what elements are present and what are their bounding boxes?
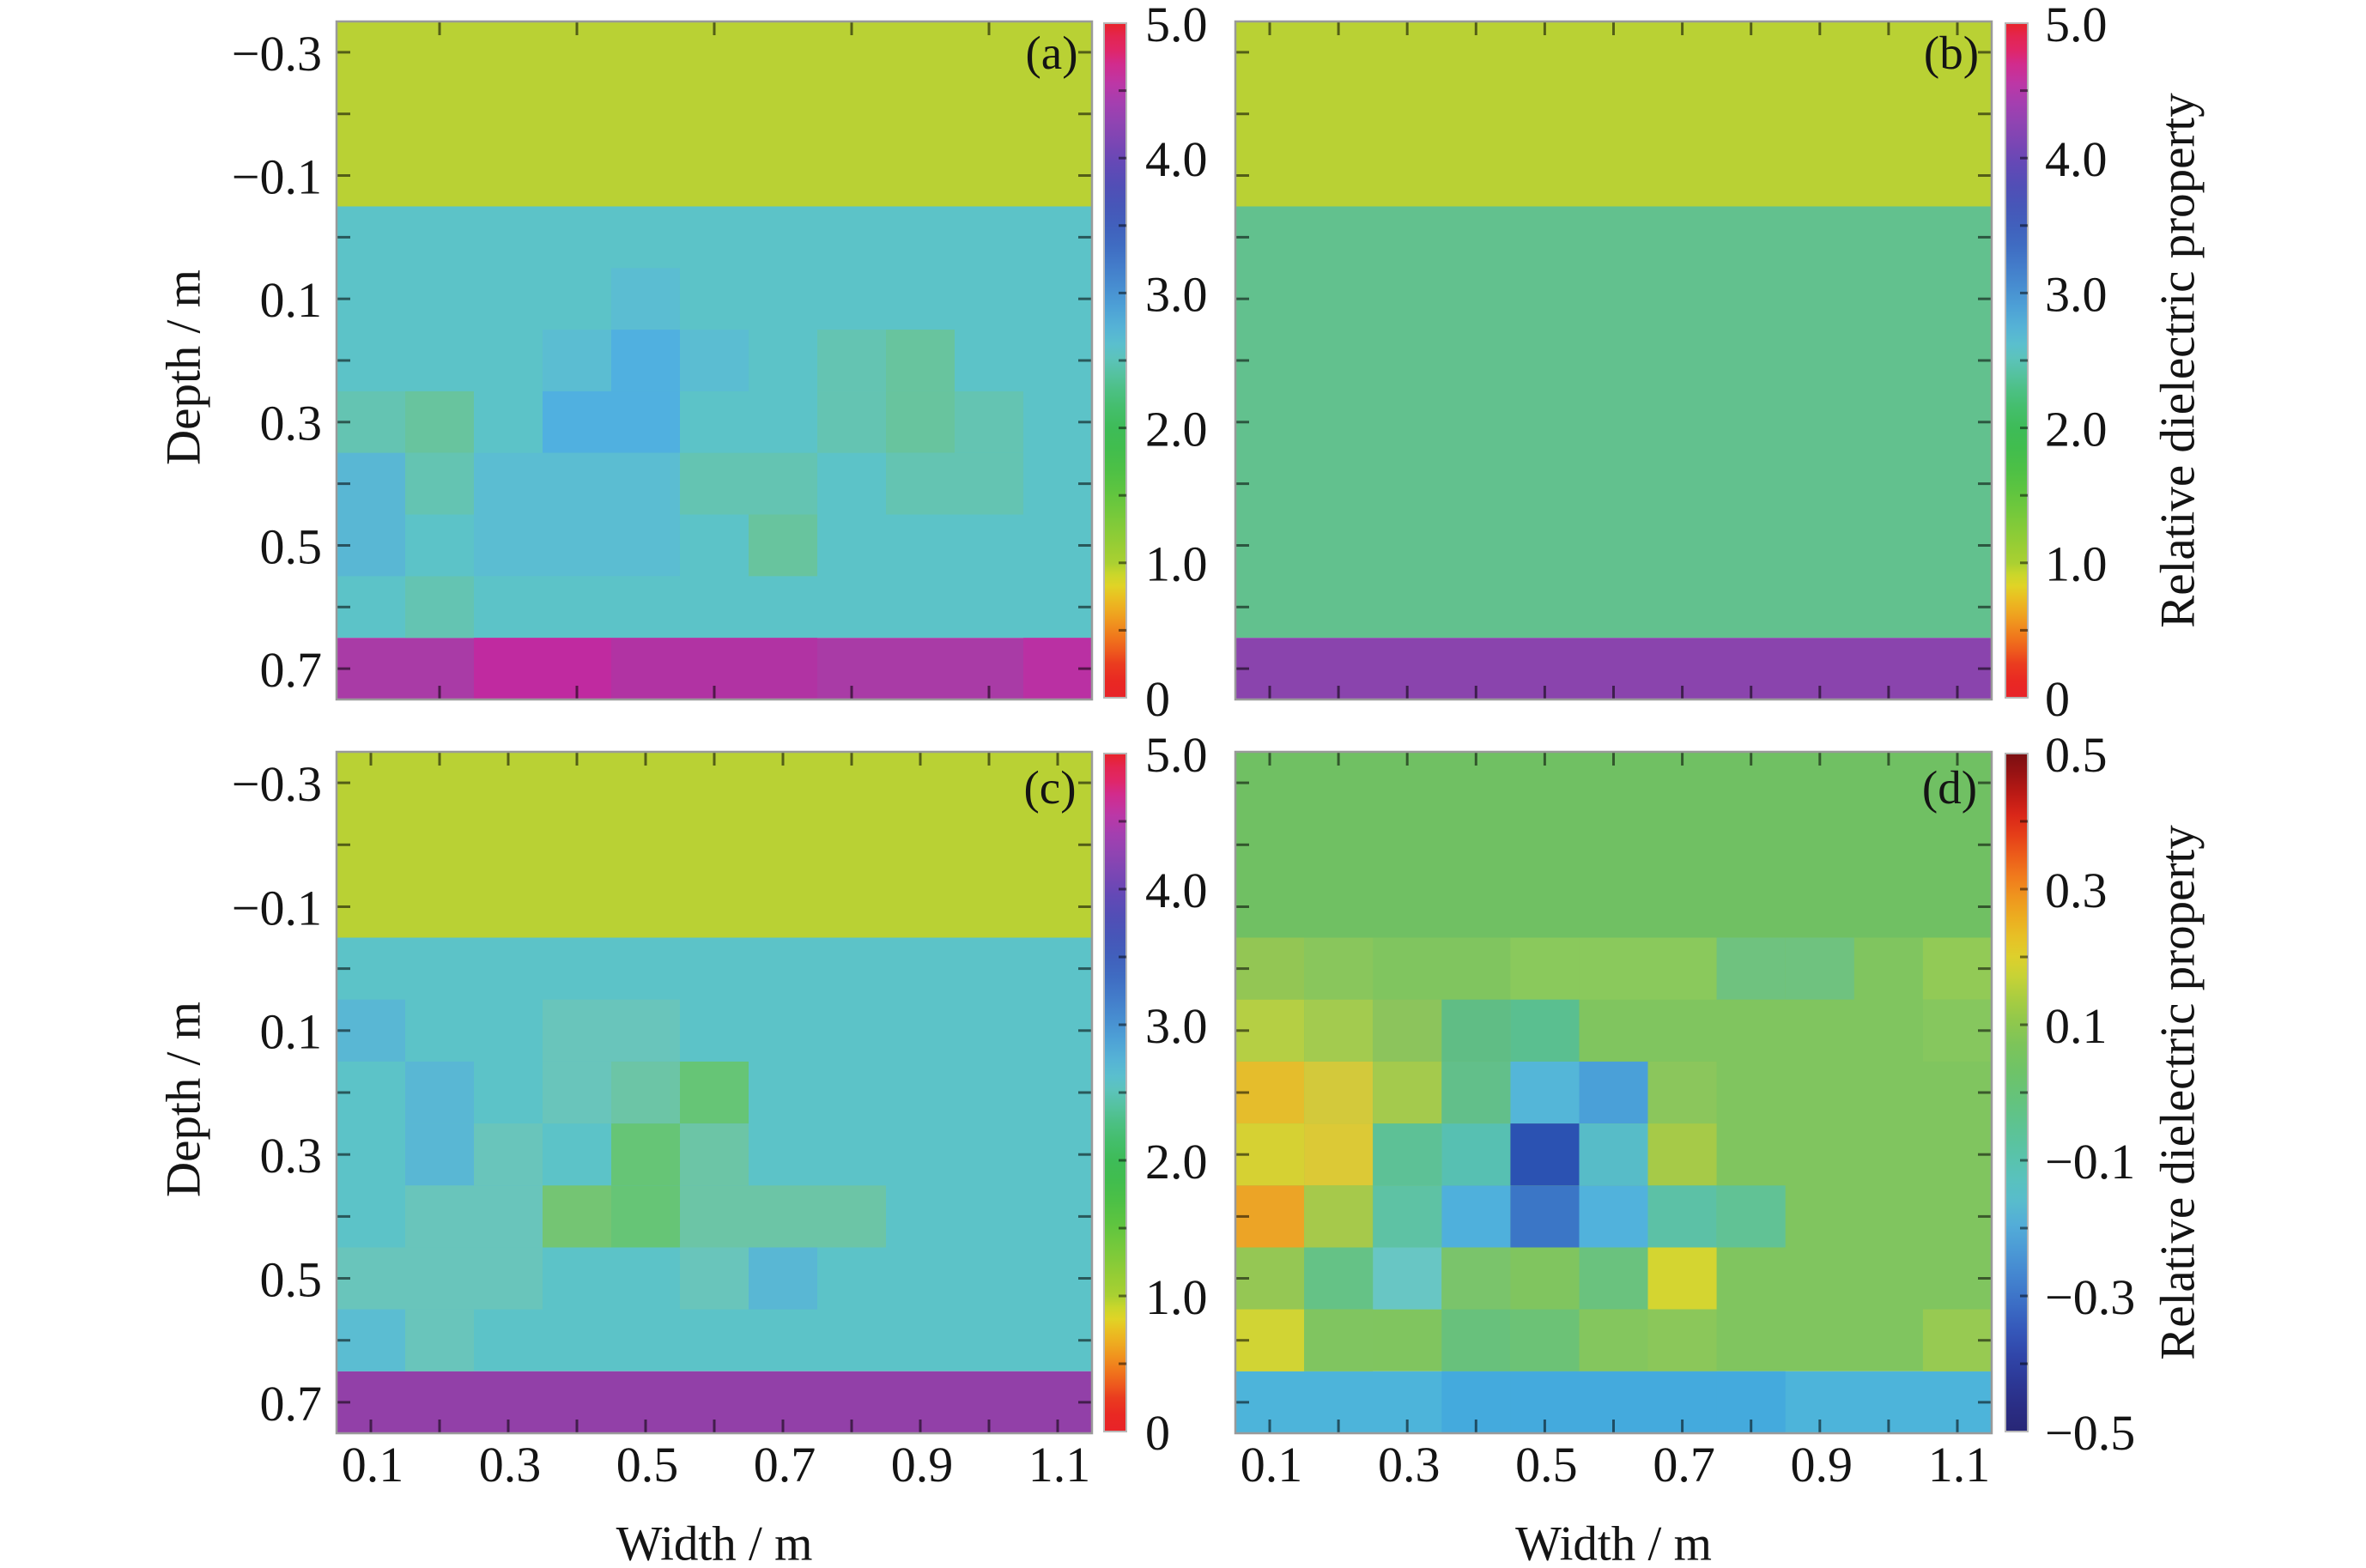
svg-text:−0.3: −0.3 — [232, 26, 322, 82]
svg-text:0.7: 0.7 — [260, 1376, 323, 1432]
svg-text:0.1: 0.1 — [260, 1004, 323, 1060]
svg-text:Width / m: Width / m — [1515, 1517, 1712, 1564]
svg-text:0: 0 — [1145, 1405, 1170, 1461]
svg-text:−0.3: −0.3 — [232, 756, 322, 812]
svg-text:5.0: 5.0 — [1145, 0, 1208, 52]
svg-text:3.0: 3.0 — [1145, 998, 1208, 1054]
svg-text:4.0: 4.0 — [1145, 131, 1208, 187]
svg-text:0.3: 0.3 — [479, 1437, 542, 1492]
svg-text:3.0: 3.0 — [2045, 266, 2108, 322]
svg-text:0.5: 0.5 — [260, 518, 323, 574]
svg-text:0.5: 0.5 — [616, 1437, 679, 1492]
svg-text:Depth / m: Depth / m — [157, 269, 211, 465]
svg-text:1.0: 1.0 — [1145, 536, 1208, 592]
svg-text:Relative dielectric property: Relative dielectric property — [2151, 825, 2205, 1360]
svg-text:0.3: 0.3 — [1378, 1437, 1441, 1492]
svg-text:0.3: 0.3 — [260, 396, 323, 451]
svg-text:−0.1: −0.1 — [232, 148, 322, 204]
svg-text:0.1: 0.1 — [1241, 1437, 1303, 1492]
svg-text:4.0: 4.0 — [1145, 863, 1208, 918]
svg-text:(a): (a) — [1025, 27, 1077, 79]
svg-text:1.1: 1.1 — [1928, 1437, 1991, 1492]
svg-text:0.7: 0.7 — [754, 1437, 816, 1492]
svg-text:0: 0 — [1145, 671, 1170, 727]
svg-text:1.0: 1.0 — [2045, 536, 2108, 592]
svg-text:4.0: 4.0 — [2045, 131, 2108, 187]
svg-text:(b): (b) — [1924, 27, 1979, 79]
svg-text:−0.3: −0.3 — [2045, 1269, 2135, 1325]
svg-text:0: 0 — [2045, 671, 2070, 727]
svg-text:2.0: 2.0 — [1145, 401, 1208, 457]
svg-text:5.0: 5.0 — [2045, 0, 2108, 52]
svg-text:(d): (d) — [1922, 761, 1977, 814]
svg-text:−0.1: −0.1 — [232, 880, 322, 935]
svg-text:0.1: 0.1 — [2045, 998, 2108, 1054]
svg-text:0.5: 0.5 — [260, 1251, 323, 1307]
svg-text:Width / m: Width / m — [616, 1517, 813, 1564]
svg-text:1.1: 1.1 — [1028, 1437, 1091, 1492]
svg-text:2.0: 2.0 — [1145, 1134, 1208, 1190]
svg-text:0.3: 0.3 — [2045, 863, 2108, 918]
svg-text:Depth / m: Depth / m — [157, 1002, 211, 1197]
svg-text:(c): (c) — [1023, 761, 1076, 814]
svg-text:0.9: 0.9 — [1791, 1437, 1853, 1492]
svg-text:1.0: 1.0 — [1145, 1269, 1208, 1325]
svg-text:−0.1: −0.1 — [2045, 1134, 2135, 1190]
svg-text:0.1: 0.1 — [260, 272, 323, 328]
svg-text:0.5: 0.5 — [1515, 1437, 1578, 1492]
svg-text:2.0: 2.0 — [2045, 401, 2108, 457]
svg-text:0.7: 0.7 — [260, 642, 323, 698]
svg-text:0.7: 0.7 — [1653, 1437, 1715, 1492]
svg-text:0.9: 0.9 — [891, 1437, 954, 1492]
svg-text:0.3: 0.3 — [260, 1128, 323, 1184]
svg-text:5.0: 5.0 — [1145, 727, 1208, 783]
svg-text:0.1: 0.1 — [342, 1437, 404, 1492]
svg-text:0.5: 0.5 — [2045, 727, 2108, 783]
svg-text:3.0: 3.0 — [1145, 266, 1208, 322]
svg-text:−0.5: −0.5 — [2045, 1405, 2135, 1461]
svg-text:Relative dielectric property: Relative dielectric property — [2151, 93, 2205, 628]
